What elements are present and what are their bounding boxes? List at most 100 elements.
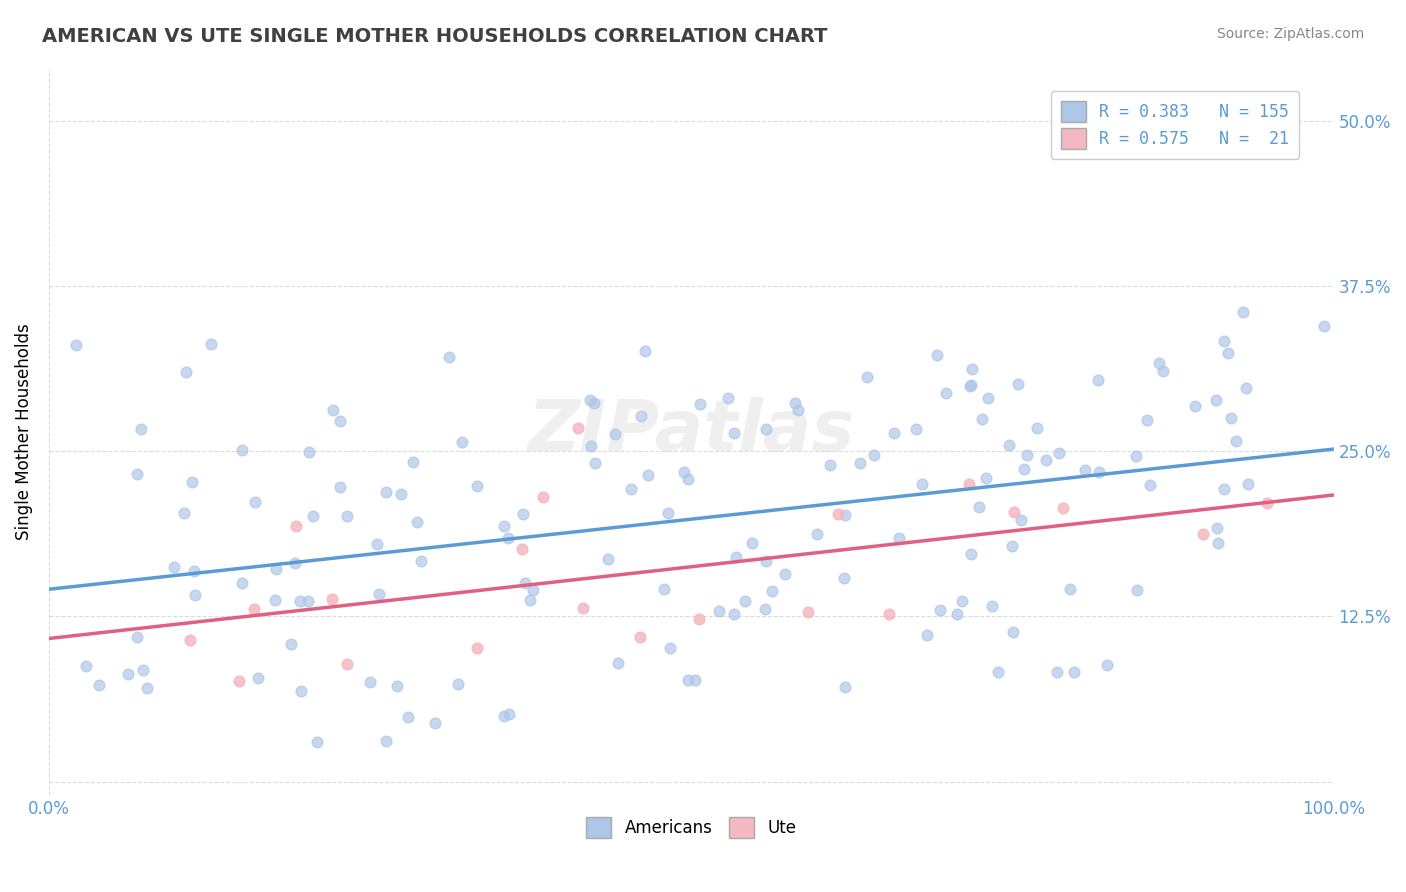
Point bbox=[962, 362, 984, 376]
Point bbox=[329, 414, 352, 428]
Point bbox=[184, 589, 207, 603]
Point bbox=[405, 515, 427, 529]
Point bbox=[634, 343, 657, 358]
Point bbox=[848, 456, 870, 470]
Point bbox=[688, 612, 710, 626]
Point bbox=[366, 537, 388, 551]
Point bbox=[1192, 526, 1215, 541]
Point bbox=[465, 479, 488, 493]
Point bbox=[396, 710, 419, 724]
Point bbox=[754, 601, 776, 615]
Point bbox=[1011, 513, 1033, 527]
Point bbox=[329, 480, 352, 494]
Point bbox=[786, 402, 808, 417]
Point bbox=[297, 594, 319, 608]
Point bbox=[336, 657, 359, 672]
Point bbox=[1212, 334, 1234, 349]
Point bbox=[630, 409, 652, 423]
Point bbox=[598, 552, 620, 566]
Point bbox=[957, 477, 980, 491]
Point bbox=[582, 396, 605, 410]
Point bbox=[1225, 434, 1247, 449]
Point bbox=[522, 582, 544, 597]
Point bbox=[657, 506, 679, 520]
Point bbox=[322, 403, 344, 417]
Point bbox=[1213, 482, 1236, 496]
Point bbox=[321, 592, 343, 607]
Point bbox=[125, 630, 148, 644]
Legend: Americans, Ute: Americans, Ute bbox=[579, 811, 803, 845]
Point bbox=[1205, 393, 1227, 408]
Point bbox=[974, 471, 997, 485]
Point bbox=[689, 397, 711, 411]
Text: AMERICAN VS UTE SINGLE MOTHER HOUSEHOLDS CORRELATION CHART: AMERICAN VS UTE SINGLE MOTHER HOUSEHOLDS… bbox=[42, 27, 828, 45]
Point bbox=[1063, 665, 1085, 679]
Point bbox=[806, 527, 828, 541]
Point bbox=[578, 393, 600, 408]
Point bbox=[307, 735, 329, 749]
Point bbox=[1007, 377, 1029, 392]
Point bbox=[834, 508, 856, 522]
Point bbox=[127, 467, 149, 481]
Point bbox=[741, 535, 763, 549]
Point bbox=[672, 465, 695, 479]
Text: ZIPatlas: ZIPatlas bbox=[527, 397, 855, 467]
Point bbox=[288, 594, 311, 608]
Point bbox=[628, 630, 651, 644]
Point bbox=[929, 603, 952, 617]
Point bbox=[935, 386, 957, 401]
Point bbox=[607, 657, 630, 671]
Point bbox=[904, 422, 927, 436]
Point bbox=[389, 487, 412, 501]
Point bbox=[359, 674, 381, 689]
Point bbox=[915, 628, 938, 642]
Point bbox=[775, 566, 797, 581]
Point bbox=[402, 455, 425, 469]
Point bbox=[1218, 346, 1240, 360]
Point bbox=[827, 507, 849, 521]
Point bbox=[498, 707, 520, 722]
Point bbox=[820, 458, 842, 472]
Point bbox=[960, 547, 983, 561]
Point bbox=[385, 679, 408, 693]
Point bbox=[1256, 496, 1278, 510]
Point bbox=[683, 673, 706, 687]
Point bbox=[567, 421, 589, 435]
Point bbox=[959, 379, 981, 393]
Point bbox=[603, 427, 626, 442]
Point bbox=[911, 476, 934, 491]
Point bbox=[1139, 477, 1161, 491]
Point bbox=[998, 438, 1021, 452]
Point bbox=[179, 633, 201, 648]
Point bbox=[1059, 582, 1081, 597]
Point bbox=[65, 338, 87, 352]
Point bbox=[676, 472, 699, 486]
Point bbox=[960, 378, 983, 392]
Point bbox=[1002, 625, 1025, 640]
Point bbox=[927, 348, 949, 362]
Point bbox=[877, 607, 900, 621]
Point bbox=[302, 508, 325, 523]
Point bbox=[1234, 381, 1257, 395]
Point bbox=[1002, 505, 1025, 519]
Point bbox=[263, 593, 285, 607]
Point bbox=[284, 556, 307, 570]
Point bbox=[970, 411, 993, 425]
Point bbox=[1237, 476, 1260, 491]
Point bbox=[1136, 412, 1159, 426]
Point bbox=[1313, 319, 1336, 334]
Y-axis label: Single Mother Households: Single Mother Households bbox=[15, 323, 32, 540]
Point bbox=[1052, 500, 1074, 515]
Point bbox=[834, 680, 856, 694]
Point bbox=[512, 508, 534, 522]
Point bbox=[1087, 373, 1109, 387]
Point bbox=[723, 607, 745, 621]
Point bbox=[243, 602, 266, 616]
Point bbox=[855, 370, 877, 384]
Point bbox=[863, 448, 886, 462]
Point bbox=[734, 594, 756, 608]
Point bbox=[228, 673, 250, 688]
Point bbox=[409, 554, 432, 568]
Point bbox=[783, 395, 806, 409]
Point bbox=[264, 562, 287, 576]
